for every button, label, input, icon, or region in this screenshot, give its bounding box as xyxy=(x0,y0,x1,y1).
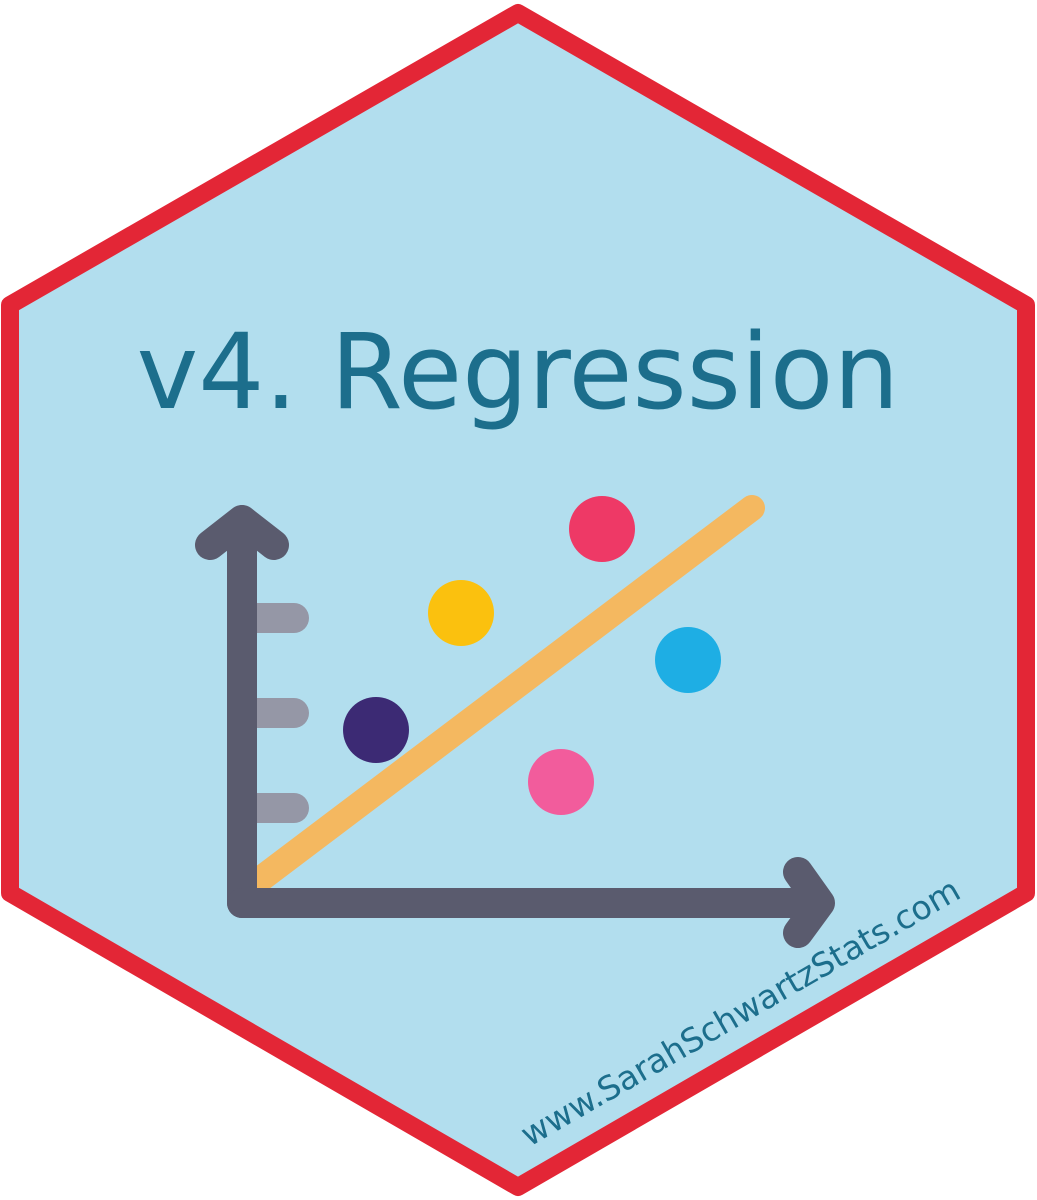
hexagon-border xyxy=(1,4,1035,1196)
y-axis-arrow xyxy=(195,505,289,918)
data-point-blue xyxy=(655,627,721,693)
data-point-red xyxy=(569,496,635,562)
axes xyxy=(195,505,835,948)
data-point-pink xyxy=(528,749,594,815)
regression-line xyxy=(249,495,765,891)
scatter-plot-with-regression-line-icon xyxy=(195,495,835,948)
data-points xyxy=(343,496,721,815)
data-point-yellow xyxy=(428,580,494,646)
sticker-title: v4. Regression xyxy=(137,311,900,433)
x-axis-arrow xyxy=(227,857,835,948)
data-point-navy xyxy=(343,697,409,763)
